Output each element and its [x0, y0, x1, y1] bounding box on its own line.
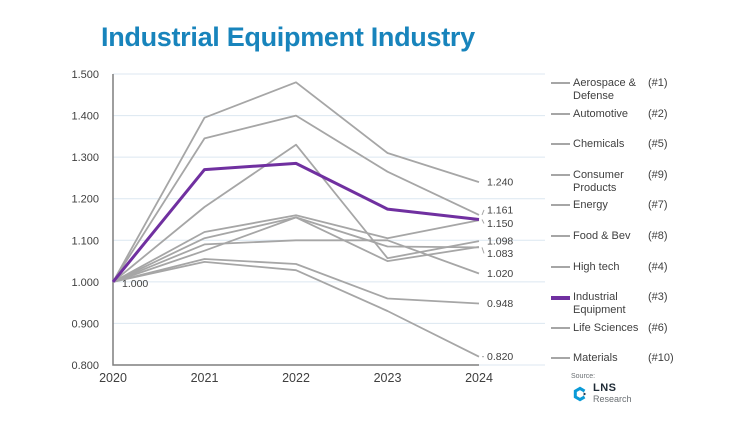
series-end-label: 0.948: [487, 298, 513, 310]
legend-rank: (#5): [648, 138, 668, 151]
legend-label: Materials: [573, 352, 618, 365]
x-axis-label: 2023: [374, 371, 402, 385]
axis-line: [112, 74, 479, 366]
series-start-label: 1.000: [122, 278, 148, 290]
legend-rank: (#1): [648, 77, 668, 89]
legend-swatch: [551, 357, 570, 360]
series-end-label: 1.161: [487, 204, 513, 216]
legend-rank: (#10): [648, 352, 674, 365]
y-axis-label: 1.500: [71, 69, 99, 81]
series-end-label: 0.820: [487, 351, 513, 363]
y-axis-label: 1.300: [71, 152, 99, 164]
x-axis-label: 2022: [282, 371, 310, 385]
y-axis-label: 1.000: [71, 277, 99, 289]
legend-swatch: [551, 173, 570, 176]
legend-label: Chemicals: [573, 138, 625, 151]
series-end-label: 1.240: [487, 177, 513, 189]
y-axis-label: 1.400: [71, 111, 99, 123]
legend-swatch: [551, 82, 570, 84]
series-line-materials: [112, 260, 480, 358]
legend-item-aerospace-defense: Aerospace & Defense (#1): [551, 77, 750, 103]
data-label-leader: [481, 219, 485, 224]
legend-rank: (#9): [648, 168, 668, 181]
legend-item-consumer-products: Consumer Products (#9): [551, 169, 750, 195]
series-end-label: 1.020: [487, 268, 513, 280]
legend-item-chemicals: Chemicals (#5): [551, 138, 750, 151]
y-axis-label: 0.900: [71, 318, 99, 330]
y-axis-label: 1.200: [71, 194, 99, 206]
legend-label: Food & Bev: [573, 230, 631, 242]
legend-label: Automotive: [573, 107, 629, 120]
x-axis-label: 2021: [191, 371, 219, 385]
legend-item-high-tech: High tech (#4): [551, 261, 750, 274]
series-line-automotive: [112, 114, 480, 283]
series-line-chemicals: [112, 143, 480, 283]
lns-logo-icon: [573, 386, 587, 401]
legend: Aerospace & Defense (#1) Automotive (#2) Che…: [551, 0, 750, 421]
series-end-label: 1.083: [487, 248, 513, 260]
series-line-energy: [112, 216, 480, 283]
chart-title: Industrial Equipment Industry: [101, 22, 475, 52]
legend-swatch: [551, 204, 570, 207]
data-label-leader: [481, 209, 485, 216]
legend-item-life-sciences: Life Sciences (#6): [551, 322, 750, 335]
series-line-high-tech: [112, 214, 480, 283]
series-end-label: 1.150: [487, 218, 513, 230]
series-end-label: 1.098: [487, 236, 513, 248]
legend-rank: (#4): [648, 260, 668, 273]
legend-label: Aerospace & Defense: [573, 77, 636, 102]
legend-item-industrial-equipment: Industrial Equipment (#3): [551, 291, 750, 317]
y-axis-label: 0.800: [71, 360, 99, 372]
series-line-life-sciences: [112, 216, 480, 283]
series-line-industrial-equipment: [111, 161, 480, 283]
legend-rank: (#2): [648, 107, 668, 120]
legend-item-automotive: Automotive (#2): [551, 108, 750, 121]
lns-logo-name: LNS: [593, 382, 617, 394]
legend-swatch: [551, 112, 570, 115]
legend-item-energy: Energy (#7): [551, 199, 750, 212]
y-axis-label: 1.100: [71, 235, 99, 247]
series-line-consumer-products: [112, 258, 480, 305]
legend-item-food-bev: Food & Bev (#8): [551, 230, 750, 243]
source-label: Source:: [571, 373, 596, 380]
legend-swatch: [551, 143, 570, 146]
legend-swatch: [551, 296, 570, 300]
lns-logo-sub: Research: [593, 394, 632, 404]
legend-label: Consumer Products: [573, 168, 624, 194]
legend-swatch: [551, 326, 570, 329]
legend-item-materials: Materials (#10): [551, 352, 750, 365]
source-block: Source: LNS Research: [571, 373, 721, 404]
data-label-leader: [481, 247, 485, 254]
x-axis-label: 2020: [99, 371, 127, 385]
series-line-aerospace-defense: [112, 81, 480, 283]
legend-label: Life Sciences: [573, 321, 639, 334]
legend-rank: (#6): [648, 321, 668, 334]
series-line-food-bev: [112, 239, 480, 283]
legend-swatch: [551, 265, 570, 268]
legend-swatch: [551, 235, 570, 237]
legend-label: Industrial Equipment: [573, 291, 626, 317]
legend-label: Energy: [573, 199, 608, 212]
legend-rank: (#3): [648, 291, 668, 304]
legend-rank: (#7): [648, 199, 668, 212]
legend-rank: (#8): [648, 230, 668, 242]
x-axis-label: 2024: [465, 371, 493, 385]
legend-label: High tech: [573, 260, 620, 273]
